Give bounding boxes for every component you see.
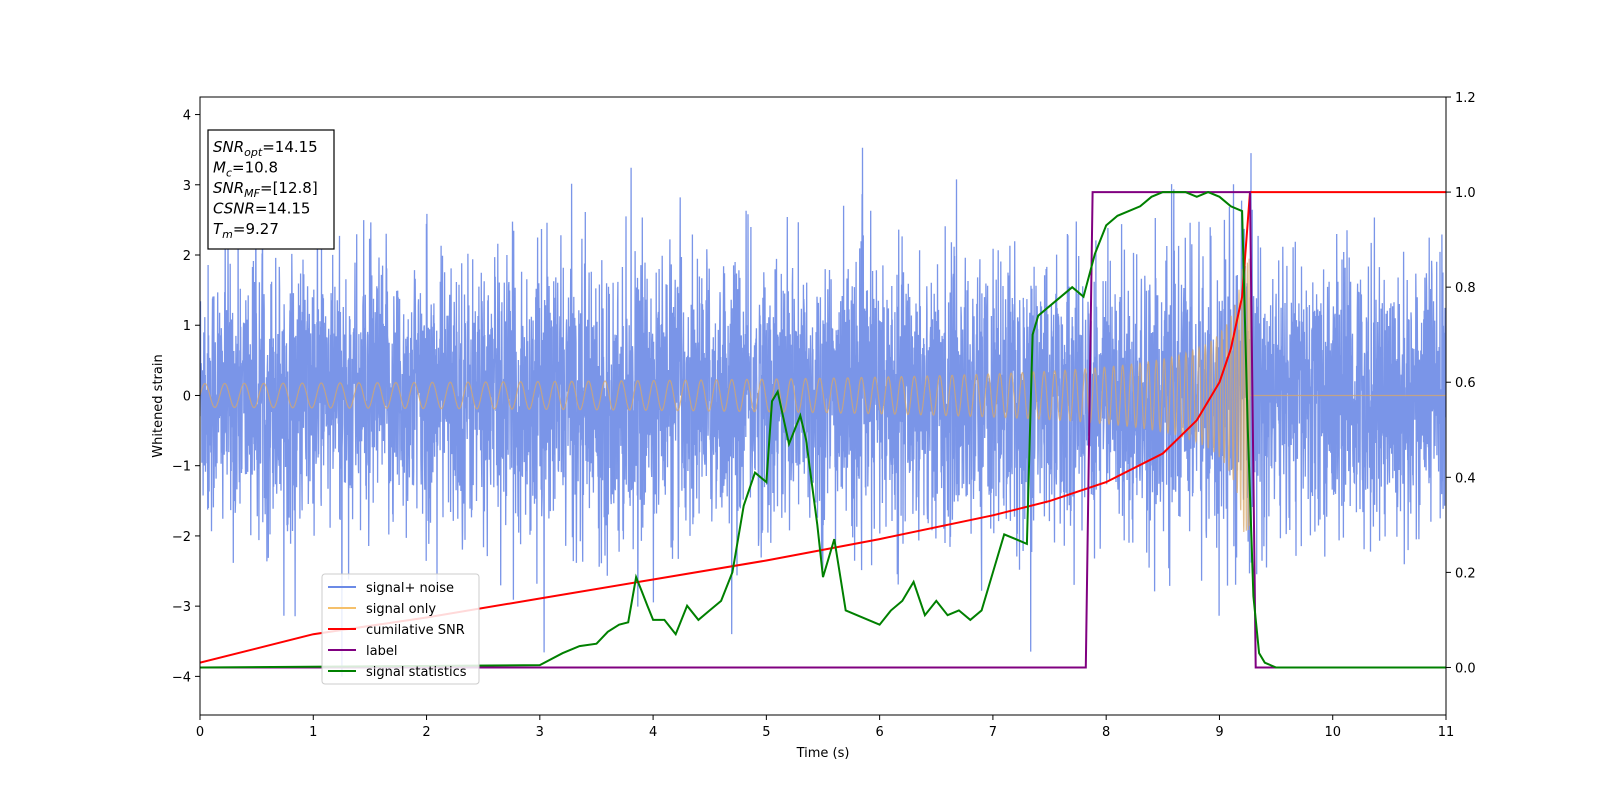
y-left-tick-label: 1 <box>183 319 191 334</box>
annotation-box: SNRopt=14.15Mc=10.8SNRMF=[12.8]CSNR=14.1… <box>207 129 335 250</box>
y-left-tick-label: 3 <box>183 179 191 194</box>
x-tick-label: 3 <box>536 725 544 740</box>
legend-item: signal statistics <box>328 665 467 680</box>
x-tick-label: 8 <box>1102 725 1110 740</box>
x-tick-label: 2 <box>422 725 430 740</box>
legend-label: signal+ noise <box>366 581 454 596</box>
plot-frame <box>199 96 1447 716</box>
legend: signal+ noise signal only cumilative SNR la… <box>321 573 480 685</box>
y-right-tick-label: 0.4 <box>1455 471 1476 486</box>
y-left-tick-label: −2 <box>172 530 191 545</box>
y-right-tick-label: 0.2 <box>1455 566 1476 581</box>
series-signal-statistics <box>200 191 1446 669</box>
y-left-tick-label: −4 <box>172 670 191 685</box>
y-right-tick-label: 1.0 <box>1455 186 1476 201</box>
annotation-line: CSNR=14.15 <box>213 200 310 218</box>
legend-label: label <box>366 644 397 659</box>
legend-frame <box>321 573 480 685</box>
legend-label: signal statistics <box>366 665 467 680</box>
y-axis-title: Whitened strain <box>151 354 166 457</box>
x-tick-label: 6 <box>875 725 883 740</box>
legend-item: signal+ noise <box>328 581 454 596</box>
x-tick-label: 4 <box>649 725 657 740</box>
x-tick-label: 9 <box>1215 725 1223 740</box>
legend-label: signal only <box>366 602 436 617</box>
y-right-tick-label: 0.8 <box>1455 281 1476 296</box>
series-signal-only <box>200 258 1446 533</box>
y-right-tick-label: 0.0 <box>1455 661 1476 676</box>
annotation-line: Mc=10.8 <box>213 159 278 180</box>
x-tick-label: 1 <box>309 725 317 740</box>
y-left-tick-label: 2 <box>183 249 191 264</box>
legend-label: cumilative SNR <box>366 623 465 638</box>
annotation-frame <box>207 129 335 250</box>
y-left-tick-label: 4 <box>183 109 191 124</box>
x-tick-label: 7 <box>989 725 997 740</box>
annotation-line: SNRopt=14.15 <box>213 138 318 159</box>
x-tick-label: 10 <box>1324 725 1341 740</box>
legend-item: cumilative SNR <box>328 623 465 638</box>
plot-area <box>200 135 1446 677</box>
y-right-tick-label: 0.6 <box>1455 376 1476 391</box>
legend-item: signal only <box>328 602 436 617</box>
y-left-tick-label: −3 <box>172 600 191 615</box>
annotation-line: Tm=9.27 <box>213 220 279 241</box>
x-tick-label: 11 <box>1438 725 1455 740</box>
x-axis-title: Time (s) <box>796 746 850 761</box>
y-left-tick-label: 0 <box>183 389 191 404</box>
legend-item: label <box>328 644 397 659</box>
y-left-tick-label: −1 <box>172 460 191 475</box>
y-right-tick-label: 1.2 <box>1455 91 1476 106</box>
annotation-line: SNRMF=[12.8] <box>213 179 318 200</box>
x-tick-label: 0 <box>196 725 204 740</box>
x-tick-label: 5 <box>762 725 770 740</box>
